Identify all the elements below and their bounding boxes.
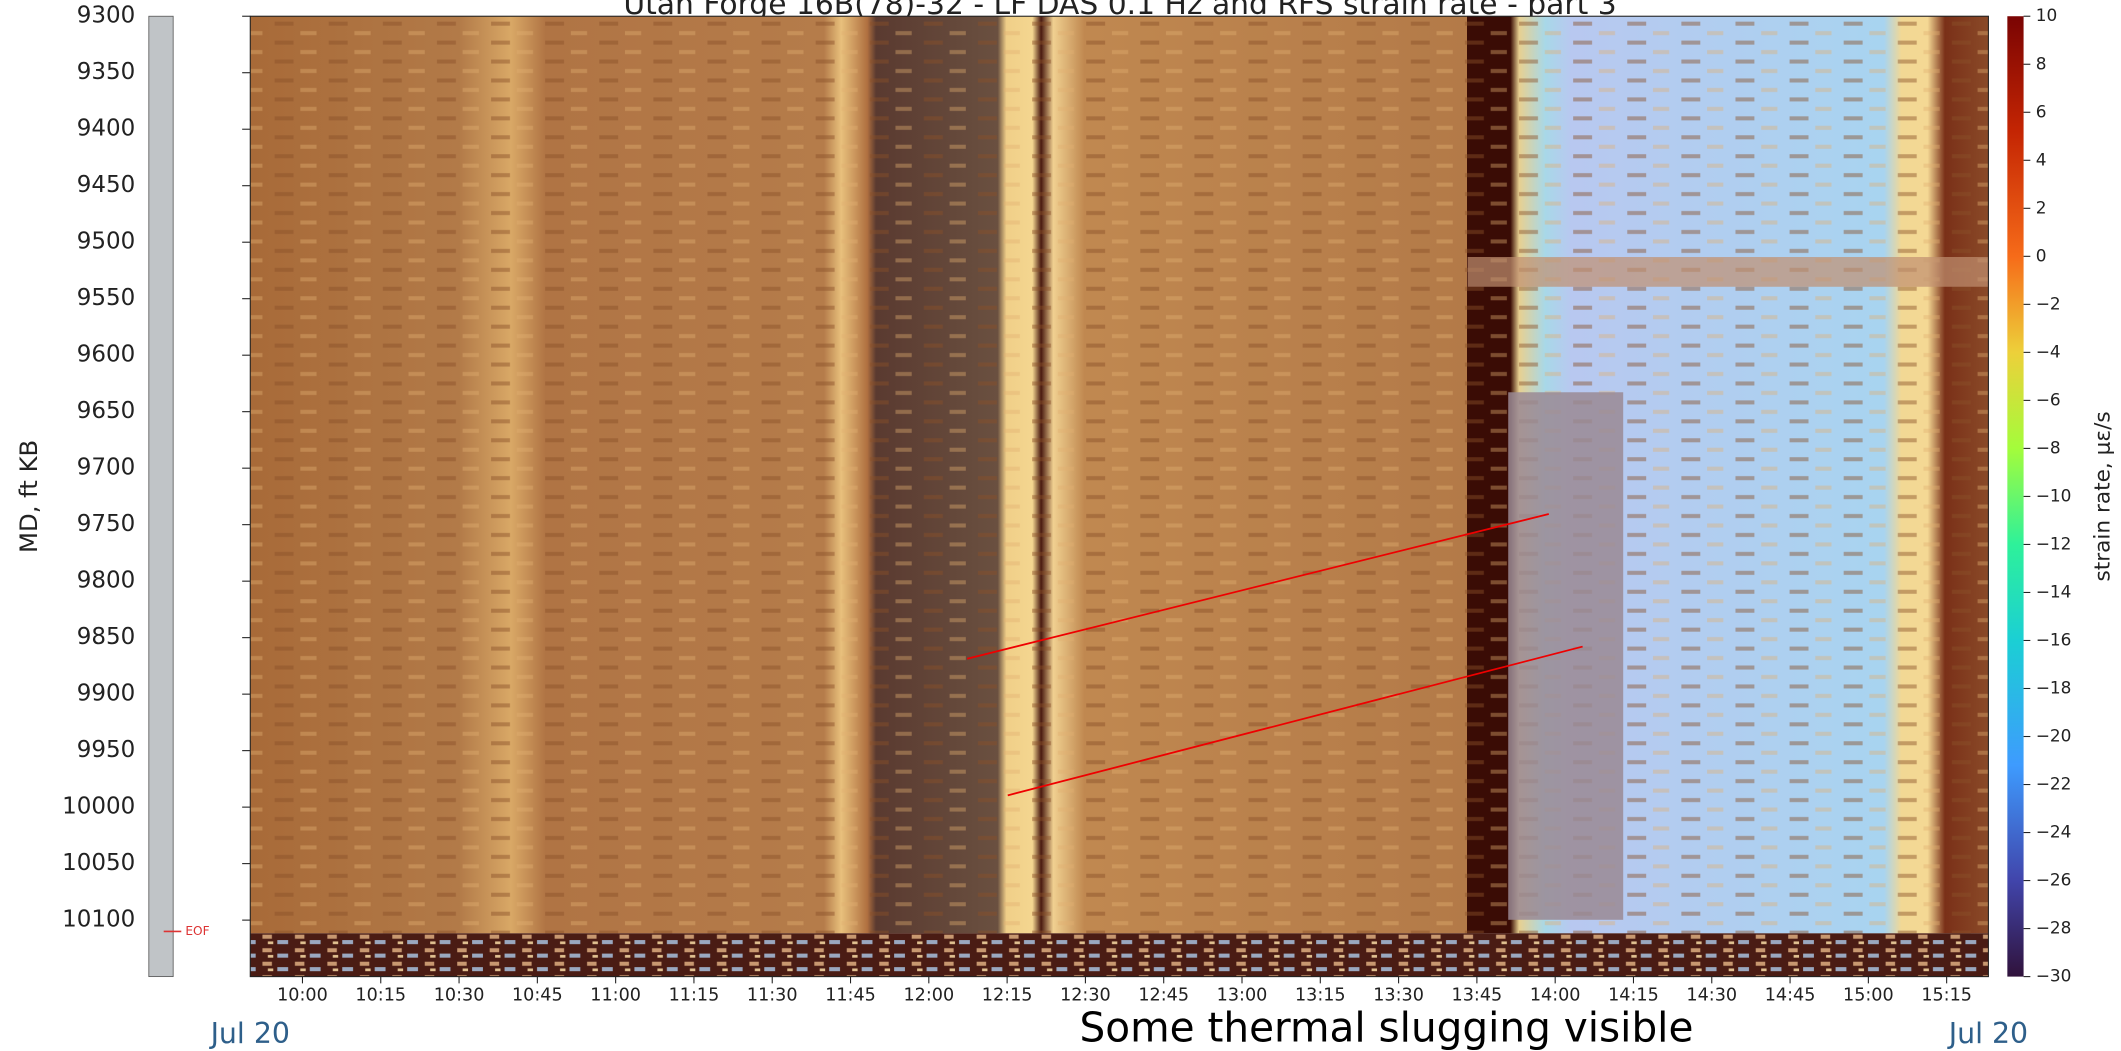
- colorbar-tick-label: 4: [2036, 149, 2047, 169]
- colorbar-tick-label: −20: [2036, 726, 2072, 746]
- x-tick-label: 11:45: [825, 986, 876, 1006]
- x-tick-label: 14:00: [1530, 986, 1581, 1006]
- x-tick-label: 14:30: [1686, 986, 1737, 1006]
- colorbar-tick-label: −6: [2036, 389, 2061, 409]
- x-tick-label: 11:00: [590, 986, 641, 1006]
- x-tick-label: 15:15: [1921, 986, 1972, 1006]
- y-tick-label: 9850: [77, 624, 136, 650]
- x-tick-label: 10:30: [434, 986, 485, 1006]
- x-tick-label: 13:45: [1452, 986, 1503, 1006]
- x-tick-label: 10:15: [355, 986, 406, 1006]
- date-label: Jul 20: [209, 1017, 290, 1050]
- x-tick-label: 11:30: [747, 986, 798, 1006]
- y-tick-label: 9700: [77, 455, 136, 481]
- colorbar-tick-label: −14: [2036, 581, 2072, 601]
- y-tick-label: 9400: [77, 116, 136, 142]
- colorbar-tick-label: 8: [2036, 53, 2047, 73]
- colorbar: [2007, 16, 2024, 977]
- colorbar-tick-label: 0: [2036, 245, 2047, 265]
- x-tick-label: 12:00: [903, 986, 954, 1006]
- colorbar-tick-label: −8: [2036, 437, 2061, 457]
- heatmap-image: [250, 16, 1989, 977]
- y-tick-label: 9750: [77, 511, 136, 537]
- y-tick-label: 9600: [77, 342, 136, 368]
- colorbar-tick-label: −18: [2036, 677, 2072, 697]
- x-tick-label: 14:15: [1608, 986, 1659, 1006]
- x-tick-label: 15:00: [1843, 986, 1894, 1006]
- colorbar-tick-label: 2: [2036, 197, 2047, 217]
- colorbar-tick-label: −12: [2036, 533, 2072, 553]
- date-label: Jul 20: [1947, 1017, 2028, 1050]
- x-tick-label: 12:15: [982, 986, 1033, 1006]
- colorbar-tick-label: −24: [2036, 822, 2072, 842]
- y-tick-label: 9350: [77, 59, 136, 85]
- colorbar-tick-label: −22: [2036, 774, 2072, 794]
- x-tick-label: 11:15: [669, 986, 720, 1006]
- colorbar-tick-label: −30: [2036, 966, 2072, 986]
- x-tick-label: 10:00: [277, 986, 328, 1006]
- y-tick-label: 10050: [62, 850, 135, 876]
- y-tick-label: 10000: [62, 794, 135, 820]
- y-tick-label: 9500: [77, 229, 136, 255]
- y-axis-label: MD, ft KB: [14, 440, 43, 553]
- well-bar: [148, 15, 174, 978]
- y-tick-label: 9900: [77, 681, 136, 707]
- x-tick-label: 13:30: [1373, 986, 1424, 1006]
- colorbar-tick-label: 6: [2036, 101, 2047, 121]
- colorbar-label: strain rate, με/s: [2090, 411, 2115, 581]
- y-tick-label: 9550: [77, 285, 136, 311]
- y-tick-label: 9300: [77, 3, 136, 29]
- y-tick-label: 9450: [77, 172, 136, 198]
- colorbar-tick-label: −16: [2036, 629, 2072, 649]
- y-tick-label: 9800: [77, 568, 136, 594]
- colorbar-tick-label: −28: [2036, 918, 2072, 938]
- colorbar-tick-label: 10: [2036, 5, 2058, 25]
- x-tick-label: 13:15: [1295, 986, 1346, 1006]
- colorbar-tick-label: −26: [2036, 870, 2072, 890]
- annotation: Some thermal slugging visible: [1080, 1004, 1694, 1051]
- plot-frame: [249, 15, 1989, 978]
- x-tick-label: 14:45: [1765, 986, 1816, 1006]
- colorbar-tick-label: −4: [2036, 341, 2061, 361]
- x-tick-label: 12:30: [1060, 986, 1111, 1006]
- colorbar-tick-label: −2: [2036, 293, 2061, 313]
- x-tick-label: 12:45: [1138, 986, 1189, 1006]
- x-tick-label: 10:45: [512, 986, 563, 1006]
- y-tick-label: 9650: [77, 398, 136, 424]
- x-tick-label: 13:00: [1217, 986, 1268, 1006]
- y-tick-label: 9950: [77, 737, 136, 763]
- y-tick-label: 10100: [62, 907, 135, 933]
- colorbar-tick-label: −10: [2036, 485, 2072, 505]
- eof-label: EOF: [185, 924, 209, 938]
